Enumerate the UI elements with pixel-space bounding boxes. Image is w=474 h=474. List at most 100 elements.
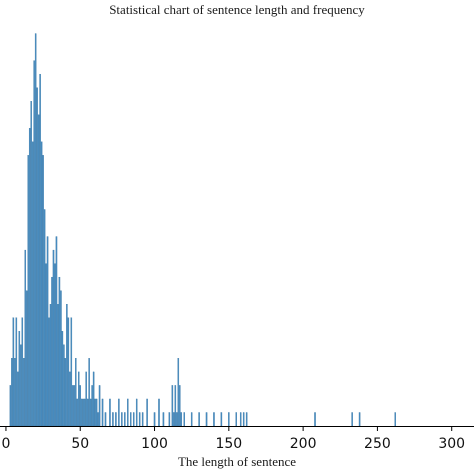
histogram-bar bbox=[92, 371, 95, 427]
histogram-bar bbox=[36, 87, 38, 427]
histogram-bar bbox=[97, 412, 99, 427]
histogram-bar bbox=[118, 398, 120, 427]
histogram-bar bbox=[127, 398, 129, 427]
histogram-bar bbox=[11, 358, 13, 427]
histogram-bar bbox=[235, 412, 238, 427]
histogram-bar bbox=[85, 371, 87, 427]
x-axis-label: The length of sentence bbox=[177, 454, 297, 469]
histogram-bar bbox=[91, 385, 93, 427]
histogram-bar bbox=[67, 317, 70, 427]
histogram-bar bbox=[66, 304, 68, 427]
histogram-bar bbox=[198, 412, 200, 427]
histogram-bar bbox=[104, 412, 107, 427]
histogram-bar bbox=[27, 155, 29, 427]
histogram-bar bbox=[69, 371, 71, 427]
histogram-bar bbox=[124, 412, 126, 427]
x-tick-label: 0 bbox=[1, 436, 10, 452]
histogram-bar bbox=[61, 331, 64, 427]
histogram-bar bbox=[9, 385, 12, 427]
histogram-bar bbox=[213, 412, 215, 427]
histogram-bar bbox=[138, 412, 141, 427]
histogram-bar bbox=[94, 398, 96, 427]
histogram-bar bbox=[78, 371, 80, 427]
histogram-bar bbox=[135, 398, 138, 427]
histogram-bar bbox=[72, 385, 74, 427]
histogram-bar bbox=[158, 398, 160, 427]
histogram-bar bbox=[101, 398, 104, 427]
histogram-bar bbox=[239, 412, 242, 427]
histogram-bar bbox=[177, 358, 180, 427]
histogram-bar bbox=[82, 398, 84, 427]
histogram-bar bbox=[394, 412, 396, 427]
histogram-bar bbox=[52, 249, 55, 427]
histogram-bar bbox=[245, 412, 248, 427]
histogram-bar bbox=[162, 412, 165, 427]
histogram-bar bbox=[314, 412, 316, 427]
histogram-bar bbox=[28, 128, 31, 427]
histogram-bar bbox=[190, 412, 193, 427]
histogram-bar bbox=[49, 304, 52, 427]
histogram-bar bbox=[39, 73, 41, 427]
histogram-bar bbox=[15, 317, 18, 427]
histogram-bar bbox=[205, 412, 208, 427]
histogram-bar bbox=[24, 249, 27, 427]
histogram-bar bbox=[60, 290, 62, 427]
histogram-bar bbox=[70, 317, 73, 427]
histogram-bar bbox=[83, 398, 86, 427]
histogram-bar bbox=[98, 385, 101, 427]
histogram-bar bbox=[358, 412, 361, 427]
histogram-bar bbox=[153, 412, 156, 427]
x-tick-label: 250 bbox=[364, 436, 391, 452]
histogram-bar bbox=[89, 398, 92, 427]
histogram-bar bbox=[40, 141, 43, 427]
histogram-bar bbox=[42, 155, 44, 427]
histogram-bar bbox=[79, 385, 81, 427]
histogram-bar bbox=[242, 412, 245, 427]
histogram-bar bbox=[34, 33, 37, 427]
histogram-bar bbox=[14, 358, 16, 427]
histogram-bar bbox=[48, 317, 50, 427]
histogram-bar bbox=[115, 412, 117, 427]
histogram-bar bbox=[46, 236, 49, 427]
bars-group bbox=[9, 33, 396, 427]
histogram-bar bbox=[54, 263, 56, 427]
histogram-bar bbox=[146, 398, 148, 427]
histogram-bar bbox=[132, 412, 135, 427]
histogram-bar bbox=[112, 412, 114, 427]
x-tick-label: 50 bbox=[71, 436, 89, 452]
histogram-bar bbox=[76, 398, 79, 427]
histogram-bar bbox=[57, 304, 59, 427]
histogram-bar bbox=[75, 358, 77, 427]
histogram-bar bbox=[86, 398, 89, 427]
histogram-bar bbox=[55, 236, 58, 427]
histogram-bar bbox=[174, 385, 177, 427]
x-tick-label: 300 bbox=[438, 436, 465, 452]
chart-title: Statistical chart of sentence length and… bbox=[109, 2, 365, 17]
histogram-bar bbox=[171, 385, 174, 427]
histogram-bar bbox=[21, 317, 24, 427]
histogram-bar bbox=[63, 344, 65, 427]
histogram-bar bbox=[130, 412, 132, 427]
histogram-bar bbox=[30, 101, 32, 427]
histogram-bar bbox=[33, 60, 35, 427]
histogram-bar bbox=[23, 358, 25, 427]
histogram-bar bbox=[95, 398, 98, 427]
histogram-bar bbox=[183, 412, 186, 427]
histogram-bar bbox=[88, 358, 90, 427]
histogram-bar bbox=[80, 398, 83, 427]
histogram-bar bbox=[73, 385, 76, 427]
histogram-bar bbox=[37, 114, 40, 427]
x-tick-label: 100 bbox=[141, 436, 168, 452]
histogram-bar bbox=[17, 371, 19, 427]
histogram-bar bbox=[121, 412, 123, 427]
histogram-bar bbox=[31, 141, 34, 427]
histogram-bar bbox=[173, 412, 175, 427]
histogram-bar bbox=[180, 412, 183, 427]
histogram-bar bbox=[58, 276, 61, 427]
x-tick-label: 200 bbox=[290, 436, 317, 452]
histogram-bar bbox=[18, 331, 21, 427]
histogram-bar bbox=[228, 412, 230, 427]
histogram-bar bbox=[168, 412, 171, 427]
